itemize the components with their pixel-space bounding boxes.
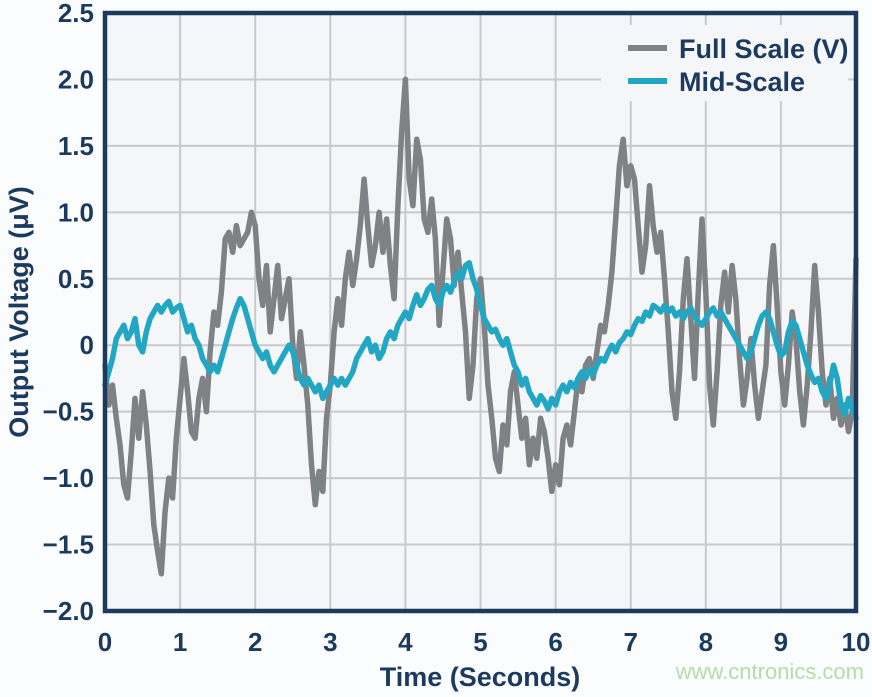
legend: Full Scale (V) Mid-Scale: [601, 25, 849, 101]
x-tick-label: 2: [248, 627, 262, 657]
watermark-text: www.cntronics.com: [675, 659, 864, 684]
x-tick-label: 3: [323, 627, 337, 657]
y-tick-label: 0: [80, 330, 94, 360]
x-tick-label: 8: [699, 627, 713, 657]
x-tick-label: 1: [173, 627, 187, 657]
x-tick-label: 7: [623, 627, 637, 657]
x-tick-label: 5: [473, 627, 487, 657]
x-tick-label: 9: [774, 627, 788, 657]
y-tick-label: 1.0: [58, 197, 94, 227]
series-line-full-scale: [102, 76, 859, 577]
legend-label-full-scale: Full Scale (V): [679, 34, 849, 64]
plot-border: [102, 10, 859, 614]
x-tick-label: 4: [398, 627, 413, 657]
series-lines: [102, 76, 859, 577]
y-tick-label: 2.5: [58, 0, 94, 28]
y-tick-label: −2.0: [43, 596, 94, 626]
y-tick-label: 1.5: [58, 131, 94, 161]
x-axis-tick-labels: 0 1 2 3 4 5 6 7 8 9 10: [98, 627, 871, 657]
y-axis-tick-labels: 2.5 2.0 1.5 1.0 0.5 0 −0.5 −1.0 −1.5 −2.0: [43, 0, 94, 626]
legend-background: [601, 25, 848, 101]
series-line-mid-scale: [102, 260, 859, 422]
y-tick-label: 2.0: [58, 64, 94, 94]
y-tick-label: 0.5: [58, 264, 94, 294]
x-tick-label: 0: [98, 627, 112, 657]
y-tick-label: −1.5: [43, 530, 94, 560]
y-tick-label: −1.0: [43, 463, 94, 493]
x-tick-label: 10: [842, 627, 871, 657]
x-tick-label: 6: [548, 627, 562, 657]
x-axis-title: Time (Seconds): [380, 662, 581, 692]
y-axis-title: Output Voltage (μV): [4, 186, 34, 438]
legend-label-mid-scale: Mid-Scale: [679, 67, 805, 97]
y-tick-label: −0.5: [43, 397, 94, 427]
